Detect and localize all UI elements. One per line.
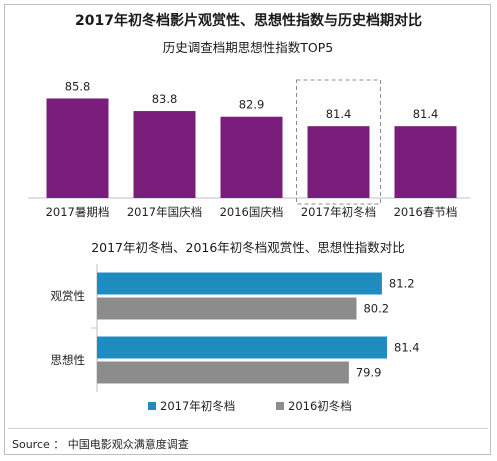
top-chart-title: 历史调查档期思想性指数TOP5: [163, 40, 333, 55]
highlight-box: [296, 79, 381, 205]
hbar-value-label: 79.9: [356, 366, 382, 380]
hbar-value-label: 80.2: [363, 302, 389, 316]
y-tick-label: 观赏性: [51, 289, 86, 303]
bar-value-label: 83.8: [152, 92, 178, 106]
legend-label: 2016初冬档: [288, 399, 352, 413]
bar-4: [307, 126, 370, 198]
legend-label: 2017年初冬档: [160, 399, 235, 413]
bar-value-label: 82.9: [239, 98, 265, 112]
x-tick-label: 2017暑期档: [46, 205, 110, 219]
hbar-value-label: 81.2: [389, 277, 415, 291]
x-tick-label: 2016国庆档: [220, 205, 284, 219]
bar-value-label: 81.4: [413, 107, 439, 121]
bar-2: [133, 111, 196, 198]
source-divider: [8, 428, 488, 429]
hbar-1-2: [97, 297, 357, 320]
bottom-chart-title: 2017年初冬档、2016年初冬档观赏性、思想性指数对比: [91, 240, 405, 255]
y-tick-label: 思想性: [51, 353, 86, 367]
hbar-2-1: [97, 336, 388, 359]
x-tick-label: 2016春节档: [394, 205, 458, 219]
legend-swatch: [148, 402, 156, 410]
bar-value-label: 85.8: [65, 79, 91, 93]
x-tick-label: 2017年国庆档: [127, 205, 202, 219]
page-title: 2017年初冬档影片观赏性、思想性指数与历史档期对比: [75, 13, 422, 29]
hbar-value-label: 81.4: [394, 341, 420, 355]
hbar-1-1: [97, 272, 382, 295]
bar-1: [46, 98, 109, 198]
bar-3: [220, 116, 283, 198]
x-tick-label: 2017年初冬档: [301, 205, 376, 219]
bar-5: [394, 126, 457, 198]
hbar-2-2: [97, 361, 349, 384]
bar-value-label: 81.4: [326, 107, 352, 121]
legend-swatch: [276, 402, 284, 410]
source-note: Source ： 中国电影观众满意度调查: [12, 438, 189, 451]
